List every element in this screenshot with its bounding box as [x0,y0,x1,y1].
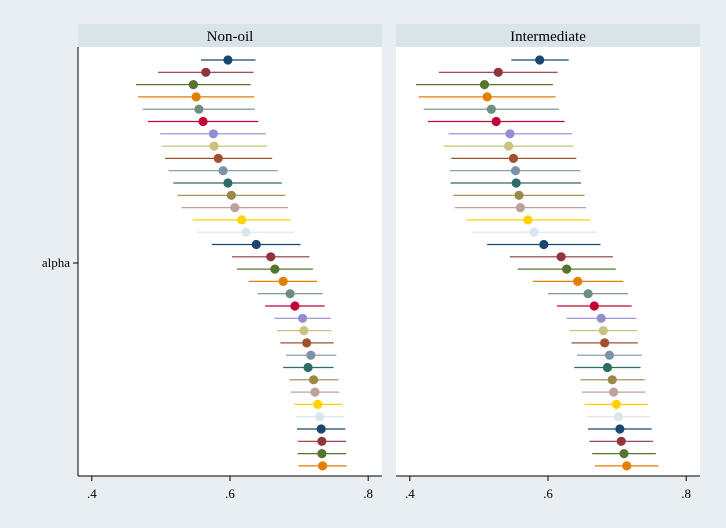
estimate-point [230,203,240,213]
estimate-point [285,289,295,299]
estimate-point [302,338,312,348]
estimate-point [491,116,501,127]
estimate-point [504,141,514,151]
estimate-point [315,412,325,422]
estimate-point [482,92,492,102]
estimate-point [616,436,626,446]
estimate-point [209,141,219,151]
estimate-point [508,153,519,163]
panel-1: Non-oil .4 .6 .8 [78,24,382,501]
panel-title: Non-oil [207,29,254,45]
estimate-point [611,399,622,409]
estimate-point [619,449,629,459]
estimate-point [297,313,308,323]
x-tick-label: .6 [543,486,553,501]
estimate-point [505,129,515,139]
estimate-point [290,301,300,311]
estimate-point [523,215,533,225]
estimate-point [515,203,525,213]
estimate-point [479,80,490,90]
y-category-label: alpha [42,255,70,270]
panel-2: Intermediate .4 .6 .8 [396,24,700,501]
estimate-point [191,92,201,102]
estimate-point [556,252,566,262]
estimate-point [607,375,617,385]
estimate-point [615,424,625,434]
y-axis-group: alpha [42,47,79,476]
estimate-point [241,227,251,237]
panels-group: Non-oil .4 .6 .8 Intermediate .4 .6 .8 [78,24,700,501]
estimate-point [562,264,572,274]
estimate-point [529,227,539,237]
panel-strip [396,24,700,47]
estimate-point [299,326,309,336]
estimate-point [613,412,624,422]
estimate-point [539,239,549,250]
estimate-point [237,215,247,225]
panel-strip [78,24,382,47]
estimate-point [223,55,233,65]
plot-area [396,47,700,476]
estimate-point [201,67,211,77]
estimate-point [609,387,619,397]
estimate-point [208,129,219,139]
estimate-point [251,239,261,250]
estimate-point [493,67,503,77]
estimate-point [317,461,328,471]
panel-title: Intermediate [510,29,586,45]
estimate-point [486,104,496,114]
estimate-point [598,326,608,336]
x-tick-label: .8 [363,486,373,501]
estimate-point [602,362,613,373]
estimate-point [310,387,320,397]
estimate-point [573,276,583,286]
estimate-point [194,104,204,114]
estimate-point [316,424,326,434]
estimate-point [188,80,198,90]
estimate-point [317,436,327,446]
x-tick-label: .6 [225,486,235,501]
estimate-point [213,153,223,163]
estimate-point [622,461,632,471]
estimate-point [535,55,545,65]
plot-area [78,47,382,476]
estimate-point [266,252,276,262]
estimate-point [600,338,610,348]
estimate-point [510,166,521,176]
estimate-point [604,350,615,360]
x-tick-label: .8 [681,486,691,501]
estimate-point [270,264,280,274]
x-tick-label: .4 [87,486,97,501]
estimate-point [198,116,208,127]
estimate-point [313,399,323,409]
estimate-point [511,178,521,188]
estimate-point [596,313,606,323]
estimate-point [514,190,524,200]
x-tick-label: .4 [405,486,415,501]
estimate-point [306,350,316,360]
estimate-point [309,375,319,385]
estimate-point [583,289,593,299]
estimate-point [278,276,288,286]
estimate-point [303,362,313,373]
estimate-point [223,178,233,188]
estimate-point [226,190,236,200]
estimate-point [218,166,228,176]
estimate-point [589,301,599,311]
estimate-point [317,449,327,459]
